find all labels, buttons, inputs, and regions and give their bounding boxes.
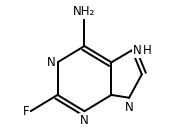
Text: N: N xyxy=(80,114,89,127)
Text: N: N xyxy=(133,44,142,57)
Text: N: N xyxy=(47,56,56,69)
Text: F: F xyxy=(23,105,29,118)
Text: N: N xyxy=(125,101,133,114)
Text: NH₂: NH₂ xyxy=(73,5,96,18)
Text: H: H xyxy=(143,44,152,57)
